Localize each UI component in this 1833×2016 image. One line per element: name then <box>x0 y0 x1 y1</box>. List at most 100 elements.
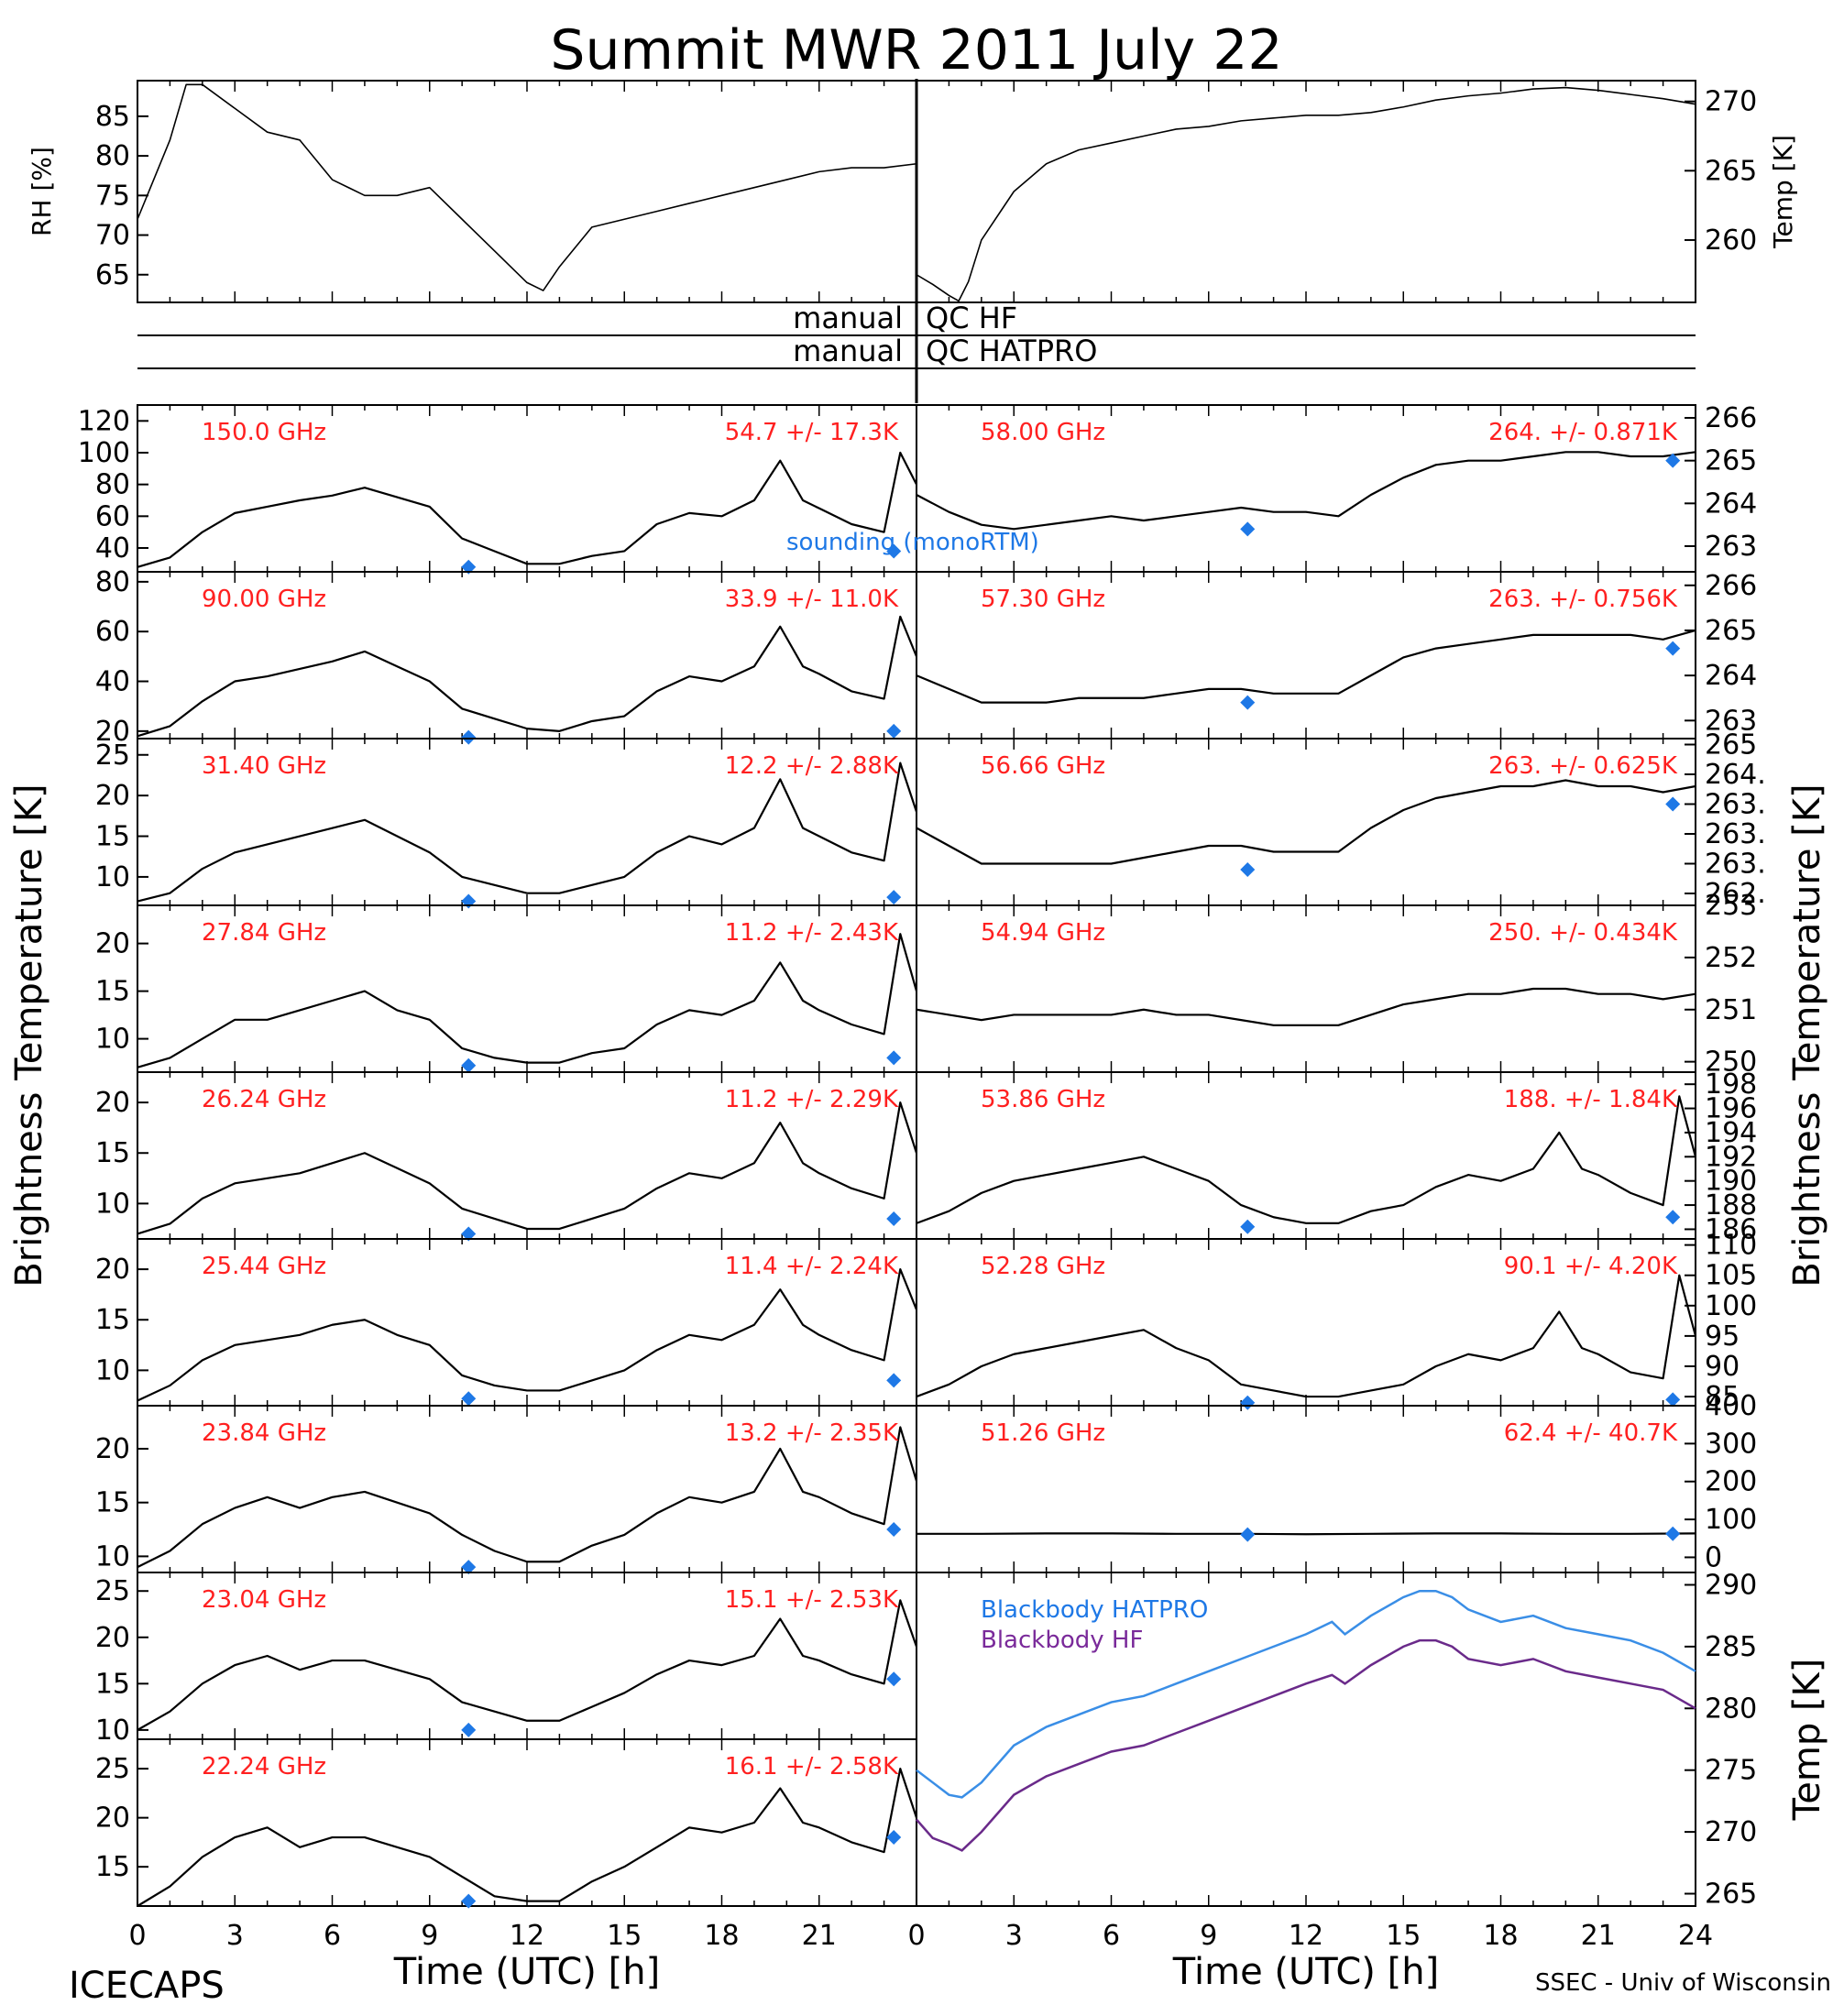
trace-line <box>137 451 917 568</box>
y-tick-label: 275 <box>1705 1755 1757 1787</box>
y-tick-label: 15 <box>95 976 130 1008</box>
stat-label: 11.2 +/- 2.29K <box>725 1086 899 1113</box>
y-tick-label: 263. <box>1705 849 1766 881</box>
y-tick-label: 290 <box>1705 1569 1757 1601</box>
x-tick-label: 3 <box>1005 1920 1023 1952</box>
legend-hf: Blackbody HF <box>981 1627 1143 1654</box>
freq-label: 90.00 GHz <box>202 586 326 613</box>
y-tick-label: 10 <box>95 1715 130 1747</box>
y-tick-label: 15 <box>95 1668 130 1700</box>
x-tick-label: 9 <box>421 1920 438 1952</box>
sounding-point <box>886 1830 902 1846</box>
y-tick-label: 20 <box>95 1802 130 1835</box>
panel-left-4: 10 15 20 27.84 GHz 11.2 +/- 2.43K <box>95 904 918 1073</box>
sounding-point <box>1665 453 1681 468</box>
sounding-point <box>461 1391 477 1407</box>
x-tick-label: 18 <box>704 1920 739 1952</box>
trace-line <box>137 761 918 903</box>
x-axis-label-right: Time (UTC) [h] <box>1172 1951 1439 1993</box>
y-tick-label: 300 <box>1705 1428 1757 1460</box>
sounding-label: sounding (monoRTM) <box>786 529 1039 556</box>
trace-line <box>137 1599 918 1731</box>
stat-label: 13.2 +/- 2.35K <box>725 1419 899 1447</box>
footer-right: SSEC - Univ of Wisconsin <box>1535 1969 1831 1997</box>
sounding-point <box>461 1722 477 1737</box>
y-tick-label: 25 <box>95 1575 130 1607</box>
panel-left-5: 10 15 20 26.24 GHz 11.2 +/- 2.29K <box>95 1071 918 1242</box>
x-tick-label: 0 <box>907 1920 925 1952</box>
y-tick-label: 15 <box>95 1137 130 1169</box>
y-tick-label: 265 <box>1705 445 1757 477</box>
qc-hf-left-label: manual <box>793 301 903 335</box>
y-tick-label: 110 <box>1705 1230 1757 1262</box>
sounding-point <box>461 893 477 909</box>
qc-hatpro-left-label: manual <box>793 334 903 368</box>
x-tick-label: 0 <box>128 1920 146 1952</box>
panel-right-2: 263 264 265 266 57.30 GHz 263. +/- 0.756K <box>916 570 1757 740</box>
y-tick-label: 194 <box>1705 1117 1757 1149</box>
trace-line <box>916 629 1696 704</box>
sounding-point <box>1665 1392 1681 1408</box>
trace-line <box>137 1267 918 1402</box>
freq-label: 54.94 GHz <box>981 919 1105 947</box>
stat-label: 90.1 +/- 4.20K <box>1504 1253 1678 1280</box>
sounding-point <box>1665 641 1681 656</box>
freq-label: 23.84 GHz <box>202 1419 326 1447</box>
y-tick-label: 15 <box>95 1487 130 1519</box>
sounding-point <box>1240 1395 1256 1410</box>
y-tick-label: 186 <box>1705 1213 1757 1245</box>
panel-left-3: 10 15 20 25 31.40 GHz 12.2 +/- 2.88K <box>95 738 918 909</box>
trace-line <box>916 779 1696 865</box>
y-tick-label: 40 <box>95 666 130 698</box>
y-tick-label: 15 <box>95 1304 130 1336</box>
series-line-hf <box>916 1638 1696 1852</box>
y-tick-label: 263. <box>1705 789 1766 821</box>
x-tick-label: 12 <box>1289 1920 1323 1952</box>
y-tick-label: 263. <box>1705 818 1766 850</box>
stat-label: 188. +/- 1.84K <box>1504 1086 1678 1113</box>
y-tick-label: 80 <box>95 566 130 598</box>
freq-label: 57.30 GHz <box>981 586 1105 613</box>
y-tick-label: 40 <box>95 532 130 564</box>
sounding-point <box>886 1211 902 1226</box>
y-tick-label: 265 <box>1705 729 1757 761</box>
y-axis-label-right: Brightness Temperature [K] <box>1786 783 1828 1287</box>
y-tick-label: 80 <box>95 469 130 501</box>
y-tick-label: 265 <box>1705 155 1757 187</box>
y-tick-label: 20 <box>95 1087 130 1119</box>
panel-right-4: 250 251 252 253 54.94 GHz 250. +/- 0.434K <box>916 890 1757 1079</box>
freq-label: 51.26 GHz <box>981 1419 1105 1447</box>
y-tick-label: 265 <box>1705 615 1757 647</box>
x-tick-label: 6 <box>324 1920 341 1952</box>
panel-right-8: 265 270 275 280 285 290 0 3 6 9 12 15 18 21 24 <box>907 1569 1757 1952</box>
panel-ylabel: RH [%] <box>27 147 57 236</box>
y-tick-label: 60 <box>95 616 130 648</box>
y-tick-label: 265 <box>1705 1879 1757 1911</box>
y-tick-label: 263 <box>1705 705 1757 737</box>
freq-label: 31.40 GHz <box>202 752 326 780</box>
y-tick-label: 262. <box>1705 878 1766 910</box>
trace-line <box>916 1274 1697 1398</box>
sounding-point <box>886 543 902 559</box>
x-tick-label: 9 <box>1200 1920 1217 1952</box>
sounding-point <box>461 1226 477 1242</box>
y-tick-label: 95 <box>1705 1320 1740 1353</box>
x-tick-label: 15 <box>1386 1920 1421 1952</box>
y-tick-label: 20 <box>95 716 130 748</box>
freq-label: 23.04 GHz <box>202 1586 326 1614</box>
freq-label: 25.44 GHz <box>202 1253 326 1280</box>
qc-bars: manual QC HF manual QC HATPRO <box>137 79 1696 403</box>
panel-frame <box>916 80 1696 303</box>
y-tick-label: 188 <box>1705 1189 1757 1222</box>
panel-rh: 65 70 75 80 85 RH [%] <box>27 80 917 303</box>
y-tick-label: 253 <box>1705 890 1757 922</box>
freq-label: 27.84 GHz <box>202 919 326 947</box>
y-tick-label: 15 <box>95 821 130 853</box>
panel-left-2: 20 40 60 80 90.00 GHz 33.9 +/- 11.0K <box>95 566 918 748</box>
freq-label: 56.66 GHz <box>981 752 1105 780</box>
stat-label: 263. +/- 0.756K <box>1488 586 1678 613</box>
y-tick-label: 85 <box>95 101 130 133</box>
y-tick-label: 200 <box>1705 1466 1757 1498</box>
qc-hatpro-right-label: QC HATPRO <box>926 334 1097 368</box>
